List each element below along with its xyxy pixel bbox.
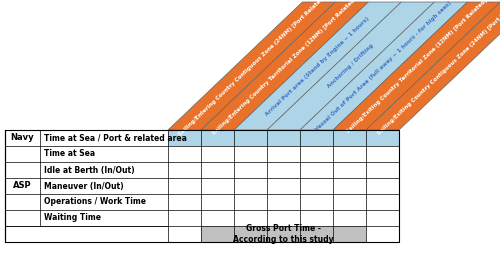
Bar — [300, 130, 333, 146]
Bar — [168, 130, 201, 146]
Text: Sailing/Entering Country Territorial Zone (12NM) [Port Related]: Sailing/Entering Country Territorial Zon… — [212, 0, 358, 136]
Text: Sailing/Entering Country Contiguous Zone (24NM) [Port Related]: Sailing/Entering Country Contiguous Zone… — [177, 0, 326, 137]
Text: Sailing/Exiting Country Contiguous Zone (24NM) [Port Related]: Sailing/Exiting Country Contiguous Zone … — [377, 0, 500, 136]
Polygon shape — [366, 2, 500, 130]
Text: Waiting Time: Waiting Time — [44, 214, 101, 223]
Bar — [201, 226, 234, 242]
Text: Anchoring / Drifting: Anchoring / Drifting — [326, 43, 374, 89]
Bar — [333, 130, 366, 146]
Text: Idle at Berth (In/Out): Idle at Berth (In/Out) — [44, 166, 134, 175]
Text: Operations / Work Time: Operations / Work Time — [44, 197, 146, 206]
Text: Arrival Port area (Stand by Engine ~ 1 hours): Arrival Port area (Stand by Engine ~ 1 h… — [265, 16, 370, 116]
Text: ASP: ASP — [13, 182, 32, 191]
Text: Time at Sea: Time at Sea — [44, 149, 95, 158]
Polygon shape — [201, 2, 368, 130]
Bar — [5, 130, 399, 242]
Text: Sailing/Exiting Country Territorial Zone (12NM) [Port Related]: Sailing/Exiting Country Territorial Zone… — [346, 0, 488, 134]
Polygon shape — [333, 2, 500, 130]
Text: Gross Port Time -
According to this study: Gross Port Time - According to this stud… — [233, 224, 334, 244]
Text: Maneuver (In/Out): Maneuver (In/Out) — [44, 182, 124, 191]
Polygon shape — [168, 2, 336, 130]
Bar — [267, 130, 300, 146]
Bar — [234, 130, 267, 146]
Bar — [267, 226, 300, 242]
Bar — [333, 226, 366, 242]
Bar — [366, 130, 399, 146]
Polygon shape — [234, 2, 402, 130]
Text: Vessel Out of Port Area (full away ~ 1 hours - for high seas): Vessel Out of Port Area (full away ~ 1 h… — [314, 0, 452, 132]
Polygon shape — [267, 2, 434, 130]
Polygon shape — [300, 2, 468, 130]
Text: Navy: Navy — [10, 134, 34, 143]
Text: Time at Sea / Port & related area: Time at Sea / Port & related area — [44, 134, 187, 143]
Bar — [201, 130, 234, 146]
Bar — [300, 226, 333, 242]
Bar — [234, 226, 267, 242]
